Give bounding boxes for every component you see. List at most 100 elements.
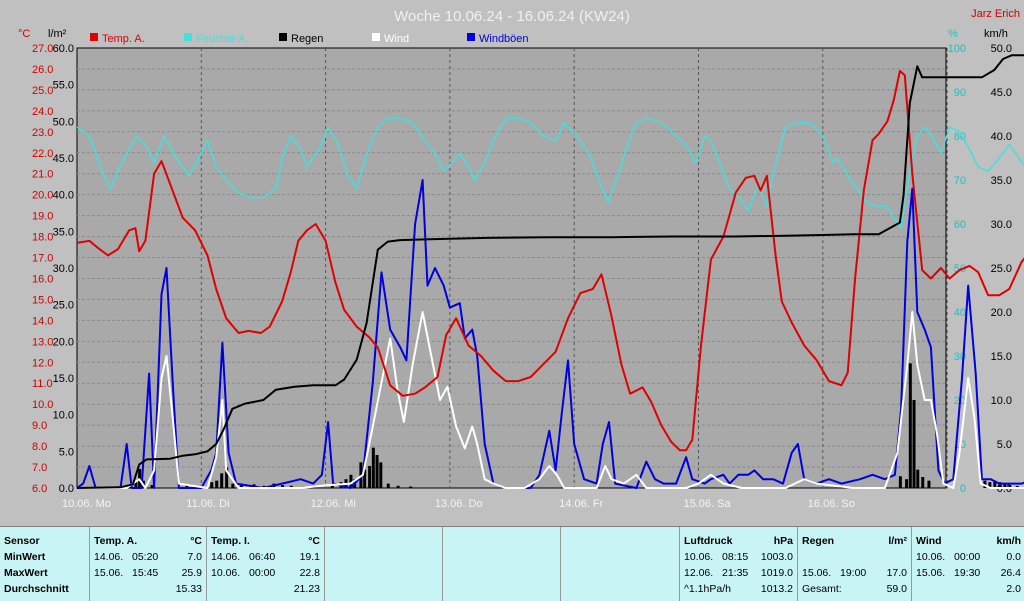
wind-unit: km/h [996, 535, 1021, 547]
temp-tick-label: 22.0 [32, 148, 53, 160]
humidity-tick-label: 70 [954, 175, 966, 187]
rain-tick-label: 50.0 [53, 116, 74, 128]
temp-tick-label: 19.0 [32, 211, 53, 223]
rain-bar [289, 485, 293, 488]
temp-tick-label: 13.0 [32, 336, 53, 348]
temp-tick-label: 14.0 [32, 315, 53, 327]
temp-tick-label: 21.0 [32, 169, 53, 181]
temp-tick-label: 11.0 [32, 378, 53, 390]
temp-tick-label: 15.0 [32, 294, 53, 306]
rain-max-date: 15.06. [802, 567, 832, 579]
rain-bar [281, 485, 285, 488]
temp-tick-label: 9.0 [32, 420, 47, 432]
stats-col-wind: Wind km/h 10.06. 00:00 0.0 15.06. 19:30 26.4 … [911, 527, 1024, 601]
rain-tick-label: 45.0 [53, 153, 74, 165]
rain-tick-label: 15.0 [53, 373, 74, 385]
temp-a-avg-val: 15.33 [175, 583, 202, 595]
temp-a-min-val: 7.0 [187, 551, 202, 563]
rain-bar [898, 476, 902, 488]
legend-swatch [372, 33, 380, 41]
temp-tick-label: 16.0 [32, 273, 53, 285]
x-tick-label: 12.06. Mi [311, 498, 356, 510]
rain-tick-label: 60.0 [53, 43, 74, 55]
x-tick-label: 10.06. Mo [62, 498, 111, 510]
x-tick-label: 14.06. Fr [559, 498, 603, 510]
chart-svg: 27.0 26.0 25.0 24.0 23.0 22.0 21.0 20.0 19.0 18.0… [18, 8, 1024, 510]
humidity-tick-label: 40 [954, 307, 966, 319]
x-tick-label: 15.06. Sa [684, 498, 732, 510]
wind-min-val: 0.0 [1006, 551, 1021, 563]
rain-bar [375, 455, 379, 488]
rain-bar [231, 483, 235, 488]
chart-author: Jarz Erich [971, 8, 1020, 20]
rain-avg-val: 59.0 [886, 583, 907, 595]
series-line-regen [76, 54, 1024, 489]
wind-tick-label: 10.0 [991, 395, 1012, 407]
temp-a-header: Temp. A. [94, 535, 138, 547]
temp-i-min-val: 19.1 [299, 551, 320, 563]
legend-label: Temp. A. [102, 33, 145, 45]
temp-tick-label: 26.0 [32, 64, 53, 76]
sensor-min-label: MinWert [4, 551, 46, 563]
temp-a-max-date: 15.06. [94, 567, 124, 579]
wind-tick-label: 5.0 [997, 439, 1012, 451]
stats-col-empty-1 [324, 527, 442, 601]
temp-tick-label: 6.0 [32, 483, 47, 495]
x-tick-label: 13.06. Do [435, 498, 483, 510]
rain-bar [368, 466, 372, 488]
wind-min-time: 00:00 [954, 551, 981, 563]
temp-i-max-time: 00:00 [249, 567, 276, 579]
wind-tick-label: 20.0 [991, 307, 1012, 319]
temp-tick-label: 10.0 [32, 399, 53, 411]
rain-bar [220, 473, 224, 488]
temp-a-max-val: 25.9 [181, 567, 202, 579]
legend-swatch [90, 33, 98, 41]
wind-tick-label: 25.0 [991, 263, 1012, 275]
rain-max-val: 17.0 [886, 567, 907, 579]
rain-bar [371, 447, 375, 488]
rain-bar [134, 482, 138, 488]
rain-bar [363, 469, 367, 488]
rain-tick-label: 20.0 [53, 336, 74, 348]
temp-tick-label: 24.0 [32, 106, 53, 118]
legend-swatch [279, 33, 287, 41]
rain-tick-label: 5.0 [59, 446, 74, 458]
rain-tick-label: 35.0 [53, 226, 74, 238]
rain-bar [396, 485, 400, 488]
legend-label: Windböen [479, 33, 529, 45]
temp-a-unit: °C [190, 535, 202, 547]
stats-col-temp-i: Temp. I. °C 14.06. 06:40 19.1 10.06. 00:00 22… [206, 527, 324, 601]
temp-tick-label: 23.0 [32, 127, 53, 139]
rain-bar [185, 484, 189, 488]
pressure-max-val: 1019.0 [760, 567, 793, 579]
temp-tick-label: 17.0 [32, 253, 53, 265]
temp-tick-label: 25.0 [32, 85, 53, 97]
rain-bar [150, 485, 154, 488]
stats-col-empty-2 [442, 527, 560, 601]
temp-a-min-date: 14.06. [94, 551, 124, 563]
temp-tick-label: 7.0 [32, 462, 47, 474]
legend-label: Feuchte A. [196, 33, 249, 45]
temp-axis-unit: °C [18, 28, 30, 40]
rain-bar [379, 462, 383, 488]
wind-max-val: 26.4 [1000, 567, 1021, 579]
rain-unit: l/m² [888, 535, 907, 547]
rain-tick-label: 0.0 [59, 483, 74, 495]
rain-header: Regen [802, 535, 835, 547]
wind-tick-label: 35.0 [991, 175, 1012, 187]
rain-bar [1003, 484, 1007, 488]
rain-bar [215, 480, 219, 488]
sensor-header: Sensor [4, 535, 40, 547]
chart-title: Woche 10.06.24 - 16.06.24 (KW24) [394, 8, 630, 25]
humidity-axis-unit: % [948, 28, 958, 40]
humidity-tick-label: 100 [948, 43, 966, 55]
temp-i-header: Temp. I. [211, 535, 250, 547]
temp-a-max-time: 15:45 [132, 567, 159, 579]
rain-bar [349, 474, 353, 488]
wind-min-date: 10.06. [916, 551, 946, 563]
series-line-feuchte-a- [76, 117, 1024, 230]
series-line-wind [77, 311, 1024, 489]
temp-tick-label: 18.0 [32, 232, 53, 244]
rain-bar [905, 479, 909, 488]
wind-max-time: 19:30 [954, 567, 981, 579]
